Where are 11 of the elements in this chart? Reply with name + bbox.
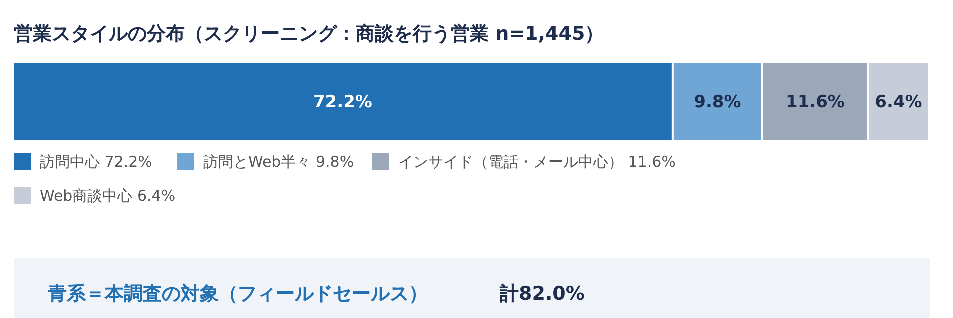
- legend-label: 訪問中心 72.2%: [40, 153, 152, 171]
- data-label: 6.4%: [875, 92, 922, 112]
- text: 青系＝本調査の対象（フィールドセールス）: [47, 283, 428, 305]
- data-label: 72.2%: [313, 92, 372, 112]
- legend-label: インサイド（電話・メール中心） 11.6%: [398, 153, 676, 171]
- legend-label: 訪問とWeb半々 9.8%: [204, 153, 354, 171]
- text: 計82.0%: [499, 283, 585, 305]
- data-label: 11.6%: [786, 92, 845, 112]
- legend-label: Web商談中心 6.4%: [40, 187, 176, 205]
- data-label: 9.8%: [694, 92, 742, 112]
- chart-title: 営業スタイルの分布（スクリーニング：商談を行う営業 n=1,445）: [14, 23, 604, 45]
